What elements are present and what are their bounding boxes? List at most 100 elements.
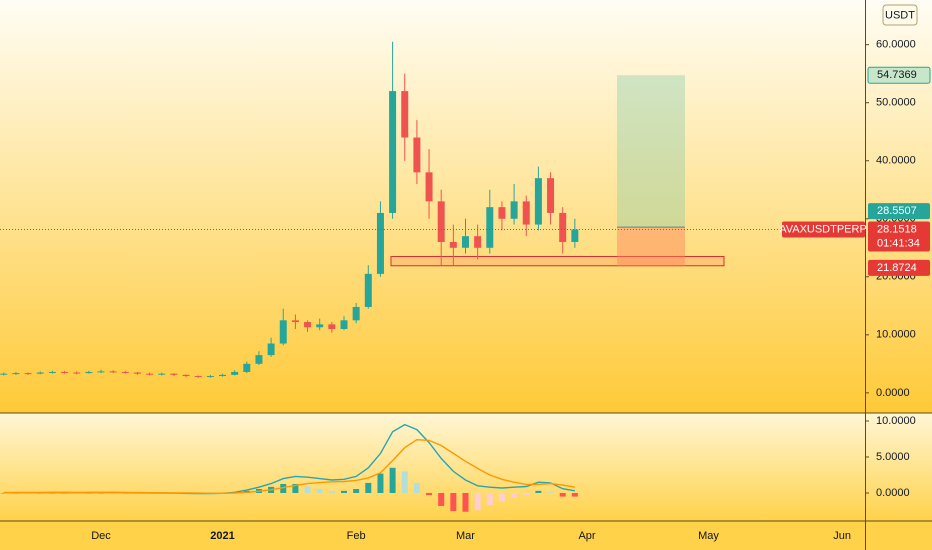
- histogram-bar: [316, 489, 323, 493]
- candle-body: [376, 212, 384, 274]
- candle-body: [48, 371, 56, 373]
- histogram-bar: [486, 492, 493, 506]
- histogram-bar: [498, 492, 505, 502]
- candle-body: [133, 372, 141, 374]
- candle-body: [413, 137, 421, 173]
- candle-body: [61, 371, 69, 373]
- histogram-bar: [353, 489, 360, 493]
- candle-body: [73, 372, 81, 374]
- candle-body: [36, 372, 44, 374]
- stop-label: 21.8724: [877, 262, 917, 274]
- histogram-bar: [547, 492, 554, 493]
- candle-body: [401, 91, 409, 138]
- y-tick-label: 40.0000: [876, 155, 916, 167]
- y-tick-label: 10.0000: [876, 329, 916, 341]
- candle-body: [364, 273, 372, 307]
- x-tick-label: Mar: [456, 530, 475, 542]
- histogram-bar: [110, 492, 117, 494]
- target-label: 54.7369: [877, 69, 917, 81]
- last-price-label: 28.1518: [877, 223, 917, 235]
- histogram-bar: [413, 482, 420, 493]
- x-tick-label: Dec: [91, 530, 111, 542]
- candle-body: [243, 363, 251, 372]
- position-target: [617, 75, 685, 228]
- x-tick-label: Jun: [833, 530, 851, 542]
- histogram-bar: [462, 492, 469, 512]
- x-tick-label: Apr: [578, 530, 595, 542]
- candle-body: [291, 320, 299, 323]
- histogram-bar: [401, 471, 408, 493]
- candle-body: [389, 91, 397, 213]
- target-label-bg: [867, 66, 931, 84]
- y-tick-label: 0.0000: [876, 487, 910, 499]
- histogram-bar: [535, 490, 542, 493]
- histogram-bar: [438, 492, 445, 506]
- histogram-bar: [450, 492, 457, 511]
- histogram-bar: [328, 491, 335, 493]
- candle-body: [255, 355, 263, 364]
- candle-body: [352, 306, 360, 321]
- candle-body: [279, 320, 287, 344]
- candle-body: [340, 320, 348, 330]
- candle-body: [462, 236, 469, 248]
- ticker-label-bg: [782, 221, 865, 238]
- candle-body: [559, 212, 567, 242]
- candle-body: [24, 373, 32, 375]
- candle-body: [316, 324, 324, 328]
- histogram-bar: [474, 492, 481, 511]
- candle-body: [304, 322, 312, 328]
- y-tick-label: 50.0000: [876, 97, 916, 109]
- histogram-bar: [292, 483, 299, 493]
- histogram-bar: [511, 492, 518, 499]
- y-tick-label: 60.0000: [876, 39, 916, 51]
- candle-body: [170, 373, 178, 375]
- candle-body: [547, 178, 555, 213]
- x-tick-label: Feb: [347, 530, 366, 542]
- position-stop: [617, 227, 685, 266]
- x-tick-label: 2021: [210, 530, 234, 542]
- candle-body: [97, 371, 105, 373]
- entry-label-bg: [868, 203, 930, 220]
- countdown-label: 01:41:34: [877, 237, 920, 249]
- candle-body: [474, 236, 482, 248]
- stop-label-bg: [868, 259, 930, 276]
- candle-body: [498, 207, 506, 219]
- candle-body: [12, 373, 20, 375]
- histogram-bar: [280, 483, 287, 493]
- histogram-bar: [571, 492, 578, 497]
- candle-body: [146, 373, 154, 375]
- candle-body: [486, 207, 494, 248]
- candle-body: [328, 324, 336, 330]
- main-panel-bg: [0, 0, 932, 413]
- currency: USDT: [885, 9, 915, 21]
- candle-body: [437, 201, 445, 242]
- last-price-bg: [868, 221, 930, 252]
- candle-body: [534, 178, 542, 225]
- candle-body: [267, 343, 275, 356]
- y-tick-label: 10.0000: [876, 415, 916, 427]
- candle-body: [449, 241, 457, 248]
- entry-label: 28.5507: [877, 205, 917, 217]
- candle-body: [522, 201, 530, 225]
- support-zone: [390, 255, 725, 267]
- candle-body: [182, 374, 190, 377]
- candle-body: [571, 229, 579, 242]
- candle-body: [219, 374, 226, 377]
- histogram-bar: [426, 492, 433, 496]
- histogram-bar: [559, 492, 566, 497]
- macd-line: [3, 438, 576, 494]
- candle-body: [510, 201, 518, 219]
- histogram-bar: [304, 486, 311, 493]
- histogram-bar: [365, 482, 372, 493]
- candle-body: [425, 172, 433, 202]
- candle-body: [109, 371, 117, 373]
- candle-body: [231, 371, 239, 375]
- y-tick-label: 0.0000: [876, 387, 910, 399]
- time-axis-bg: [0, 521, 932, 550]
- y-tick-label: 5.0000: [876, 451, 910, 463]
- x-tick-label: May: [698, 530, 719, 542]
- currency-box[interactable]: [882, 4, 918, 26]
- candle-body: [0, 373, 8, 375]
